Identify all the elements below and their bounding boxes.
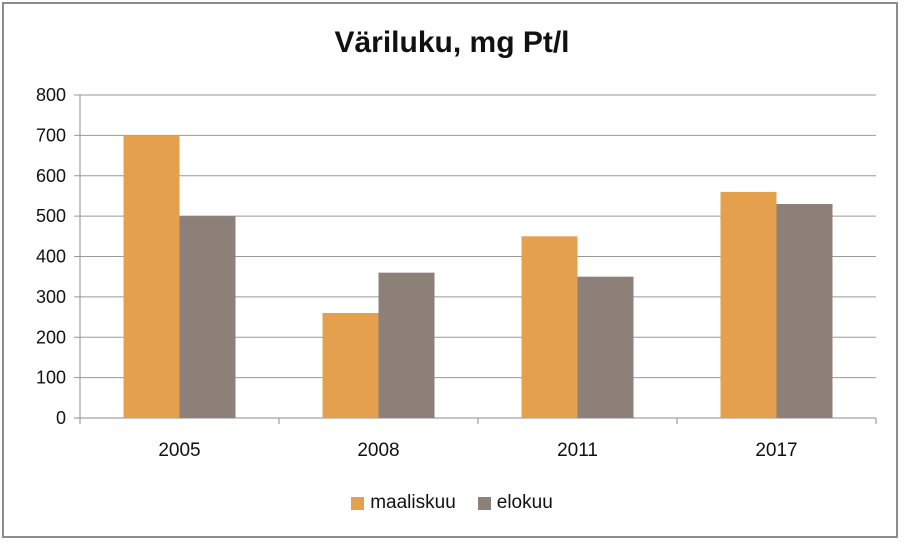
bar-elokuu-2011 — [577, 276, 634, 418]
chart-title: Väriluku, mg Pt/l — [334, 26, 570, 59]
x-tick-label: 2008 — [357, 440, 399, 461]
bar-maaliskuu-2008 — [322, 313, 379, 418]
bar-elokuu-2005 — [179, 216, 236, 418]
y-tick-label: 400 — [36, 247, 66, 267]
y-tick-label: 800 — [36, 85, 66, 105]
x-tick-label: 2005 — [158, 440, 200, 461]
legend-swatch-maaliskuu — [351, 496, 365, 510]
legend-item-elokuu: elokuu — [477, 492, 553, 514]
y-tick-label: 600 — [36, 166, 66, 186]
legend-label-maaliskuu: maaliskuu — [370, 492, 456, 513]
x-tick-label: 2017 — [755, 440, 797, 461]
y-tick-label: 500 — [36, 206, 66, 226]
bar-maaliskuu-2005 — [123, 135, 180, 418]
legend: maaliskuu elokuu — [0, 492, 904, 514]
y-tick-label: 100 — [36, 368, 66, 388]
bar-maaliskuu-2011 — [521, 236, 578, 418]
bar-elokuu-2008 — [378, 272, 435, 418]
legend-swatch-elokuu — [477, 496, 491, 510]
y-tick-label: 300 — [36, 287, 66, 307]
legend-label-elokuu: elokuu — [496, 492, 553, 513]
bar-maaliskuu-2017 — [720, 191, 777, 418]
y-tick-label: 0 — [56, 408, 66, 428]
x-tick-label: 2011 — [557, 440, 598, 461]
y-tick-label: 700 — [36, 125, 66, 145]
legend-item-maaliskuu: maaliskuu — [351, 492, 456, 514]
bar-elokuu-2017 — [776, 204, 833, 418]
y-tick-label: 200 — [36, 327, 66, 347]
